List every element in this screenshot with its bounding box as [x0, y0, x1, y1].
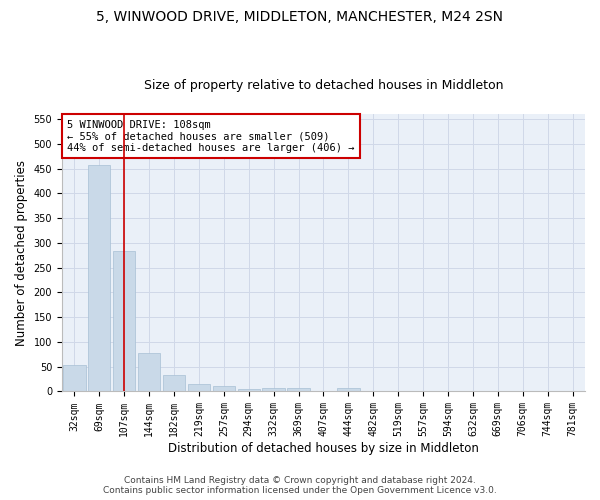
Title: Size of property relative to detached houses in Middleton: Size of property relative to detached ho…: [144, 79, 503, 92]
Text: 5, WINWOOD DRIVE, MIDDLETON, MANCHESTER, M24 2SN: 5, WINWOOD DRIVE, MIDDLETON, MANCHESTER,…: [97, 10, 503, 24]
Bar: [262, 388, 285, 392]
Bar: [212, 386, 235, 392]
Bar: [113, 251, 136, 392]
Bar: [238, 389, 260, 392]
Bar: [163, 375, 185, 392]
Bar: [337, 388, 359, 392]
Text: Contains HM Land Registry data © Crown copyright and database right 2024.
Contai: Contains HM Land Registry data © Crown c…: [103, 476, 497, 495]
Bar: [188, 384, 210, 392]
Bar: [88, 165, 110, 392]
X-axis label: Distribution of detached houses by size in Middleton: Distribution of detached houses by size …: [168, 442, 479, 455]
Bar: [287, 388, 310, 392]
Y-axis label: Number of detached properties: Number of detached properties: [15, 160, 28, 346]
Bar: [138, 354, 160, 392]
Bar: [63, 365, 86, 392]
Text: 5 WINWOOD DRIVE: 108sqm
← 55% of detached houses are smaller (509)
44% of semi-d: 5 WINWOOD DRIVE: 108sqm ← 55% of detache…: [67, 120, 355, 152]
